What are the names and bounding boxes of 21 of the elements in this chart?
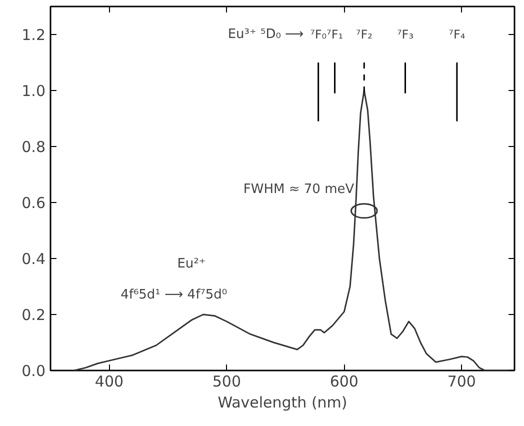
- y-tick-label: 1.0: [22, 82, 46, 100]
- annotation: FWHM ≈ 70 meV: [243, 182, 354, 197]
- y-tick-label: 1.2: [22, 26, 46, 44]
- y-tick-label: 0.4: [22, 250, 46, 268]
- ref-line-label: ⁷F₃: [396, 28, 414, 42]
- y-tick-label: 0.2: [22, 306, 46, 324]
- y-tick-label: 0.0: [22, 362, 46, 380]
- x-axis-title: Wavelength (nm): [218, 394, 348, 412]
- x-tick-label: 600: [330, 372, 358, 390]
- x-tick-label: 500: [212, 372, 242, 390]
- x-tick-label: 700: [447, 372, 476, 390]
- x-tick-label: 400: [94, 372, 124, 390]
- annotation: 4f⁶5d¹ ⟶ 4f⁷5d⁰: [120, 287, 228, 302]
- y-tick-label: 0.6: [22, 194, 46, 212]
- y-tick-label: 0.8: [22, 138, 46, 156]
- ref-line-label: ⁷F₂: [356, 28, 373, 42]
- ref-line-label: ⁷F₀: [310, 28, 327, 42]
- annotation: Eu²⁺: [177, 256, 206, 272]
- ref-line-label: ⁷F₁: [326, 28, 344, 42]
- ref-line-label: ⁷F₄: [448, 28, 466, 42]
- annotation: Eu³⁺ ⁵D₀ ⟶: [228, 27, 304, 42]
